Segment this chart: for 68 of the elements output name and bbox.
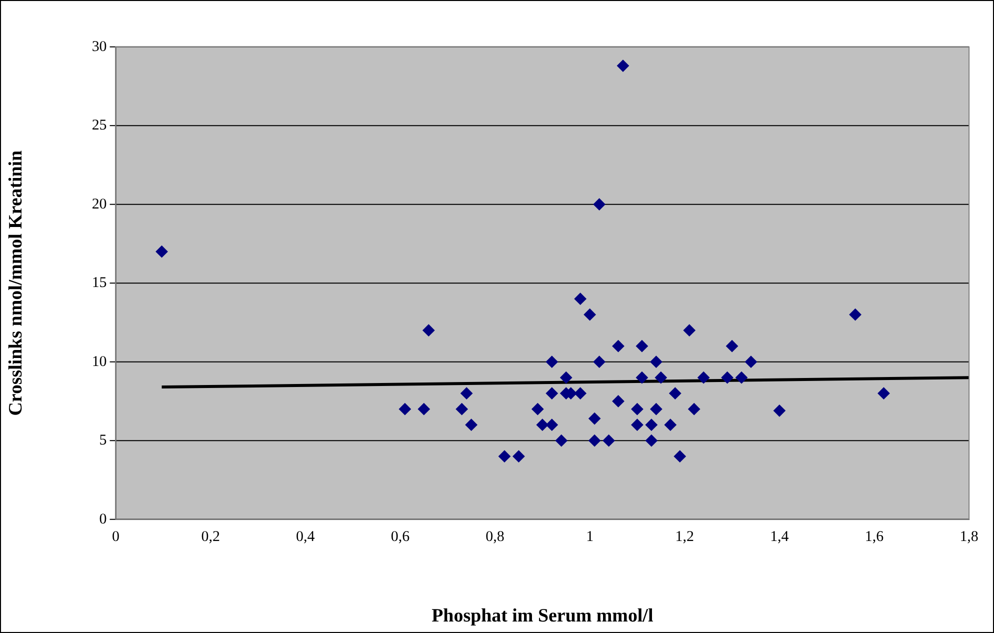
x-tick-label: 1,4 (770, 529, 790, 546)
point (745, 356, 757, 368)
point (422, 324, 435, 336)
x-tick-label: 0,8 (486, 529, 504, 546)
y-tick-label: 5 (99, 432, 107, 449)
point (465, 418, 478, 431)
point (736, 372, 748, 384)
point (593, 356, 606, 368)
point (156, 246, 168, 258)
x-axis-title: Phosphat im Serum mmol/l (432, 606, 654, 627)
point (612, 395, 624, 408)
x-tick-label: 0,4 (296, 529, 316, 546)
point (612, 340, 624, 352)
y-tick-label: 10 (92, 354, 107, 370)
point (584, 308, 596, 321)
point (546, 356, 558, 368)
x-tick-label: 1,6 (864, 529, 884, 546)
point (574, 292, 586, 305)
point (683, 324, 696, 336)
point (631, 403, 644, 416)
point (631, 418, 644, 431)
point (674, 450, 686, 462)
point (688, 403, 700, 416)
point (721, 372, 734, 384)
point (555, 434, 568, 447)
point (636, 372, 648, 384)
y-tick-label: 30 (92, 38, 107, 55)
point (650, 403, 662, 416)
point (532, 403, 544, 416)
x-tick-label: 0,6 (390, 529, 410, 546)
point (636, 340, 648, 352)
point (546, 387, 558, 400)
y-tick-label: 15 (92, 275, 107, 292)
x-tick-label: 1,2 (675, 529, 694, 546)
y-tick-label: 0 (99, 511, 107, 528)
point (650, 356, 662, 368)
point (654, 372, 667, 384)
point (398, 403, 411, 416)
point (498, 450, 510, 462)
point (773, 404, 786, 417)
point (617, 60, 629, 72)
x-tick-label: 1,8 (960, 529, 978, 546)
x-tick-label: 1 (586, 529, 594, 546)
point (512, 450, 525, 462)
x-tick-label: 0 (112, 529, 120, 546)
point (588, 412, 601, 425)
point (574, 387, 586, 400)
point (588, 434, 601, 447)
point (645, 434, 658, 447)
point (726, 340, 738, 352)
point (418, 403, 430, 416)
point (460, 387, 473, 400)
point (602, 434, 615, 447)
point (645, 418, 658, 431)
y-axis-title: Crosslinks nmol/mmol Kreatinin (5, 150, 26, 416)
point (669, 387, 682, 400)
point (546, 418, 558, 431)
point (698, 372, 710, 384)
y-tick-label: 20 (92, 196, 107, 212)
x-tick-label: 0,2 (201, 529, 220, 546)
point (849, 308, 862, 321)
y-tick-label: 25 (92, 118, 107, 134)
point (536, 418, 548, 431)
point (456, 403, 468, 416)
point (560, 372, 572, 384)
point (593, 198, 606, 210)
point (664, 418, 676, 431)
point (878, 387, 890, 400)
